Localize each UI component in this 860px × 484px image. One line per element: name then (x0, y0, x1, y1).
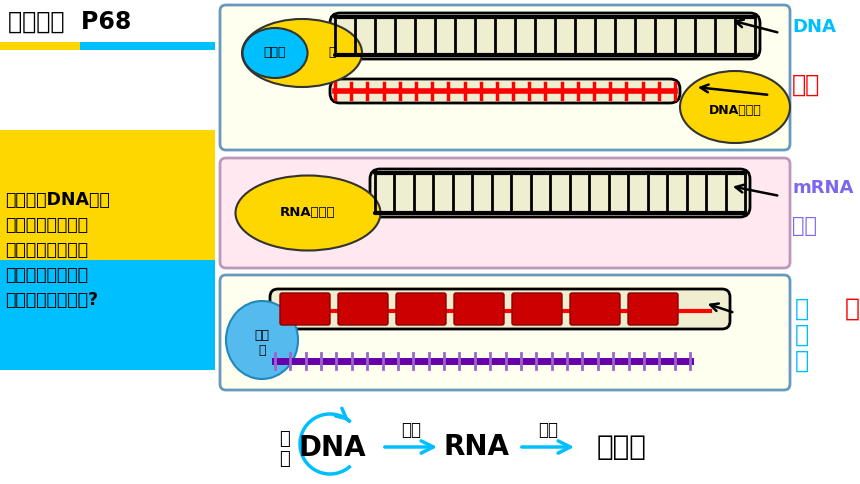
Bar (80, 42, 215, 50)
FancyBboxPatch shape (220, 5, 790, 150)
FancyBboxPatch shape (220, 275, 790, 390)
Text: 转录: 转录 (792, 216, 817, 236)
Text: 复
制: 复 制 (280, 430, 291, 469)
Ellipse shape (236, 176, 380, 251)
Text: 翻译: 翻译 (845, 297, 860, 321)
Text: DNA: DNA (298, 434, 366, 462)
FancyBboxPatch shape (396, 293, 446, 325)
FancyBboxPatch shape (570, 293, 620, 325)
Ellipse shape (242, 19, 362, 87)
Text: 中心法则  P68: 中心法则 P68 (8, 10, 132, 34)
FancyBboxPatch shape (628, 293, 678, 325)
Bar (0, 42, 80, 50)
Ellipse shape (680, 71, 790, 143)
FancyBboxPatch shape (330, 79, 680, 103)
Text: DNA聚合酶: DNA聚合酶 (709, 104, 761, 117)
FancyBboxPatch shape (454, 293, 504, 325)
Text: mRNA: mRNA (792, 179, 853, 197)
FancyBboxPatch shape (270, 289, 730, 329)
Text: 解旋酶: 解旋酶 (264, 46, 286, 60)
Ellipse shape (226, 301, 298, 379)
Text: 转录: 转录 (401, 421, 421, 439)
Text: 你能根据DNA复制
和基因指导蛋白质
合成的过程画一张
流程图，表示遗传
信息的传递方向吗?: 你能根据DNA复制 和基因指导蛋白质 合成的过程画一张 流程图，表示遗传 信息的… (5, 191, 110, 309)
Bar (0, 362, 215, 370)
Text: 酶: 酶 (329, 46, 335, 60)
Bar (0, 130, 215, 260)
FancyBboxPatch shape (330, 13, 760, 59)
Text: DNA: DNA (792, 18, 836, 36)
Text: 多
肽
链: 多 肽 链 (795, 297, 809, 373)
FancyBboxPatch shape (512, 293, 562, 325)
FancyBboxPatch shape (338, 293, 388, 325)
FancyBboxPatch shape (280, 293, 330, 325)
Bar (0, 0, 215, 42)
Text: 蛋白质: 蛋白质 (597, 433, 647, 461)
Bar (0, 260, 215, 370)
Text: RNA: RNA (444, 433, 510, 461)
Text: 核糖
体: 核糖 体 (255, 329, 269, 357)
Text: RNA聚合酶: RNA聚合酶 (280, 207, 335, 220)
Text: 复制: 复制 (792, 73, 820, 97)
Text: 翻译: 翻译 (538, 421, 558, 439)
FancyBboxPatch shape (370, 169, 750, 217)
FancyBboxPatch shape (220, 158, 790, 268)
Ellipse shape (243, 28, 308, 78)
